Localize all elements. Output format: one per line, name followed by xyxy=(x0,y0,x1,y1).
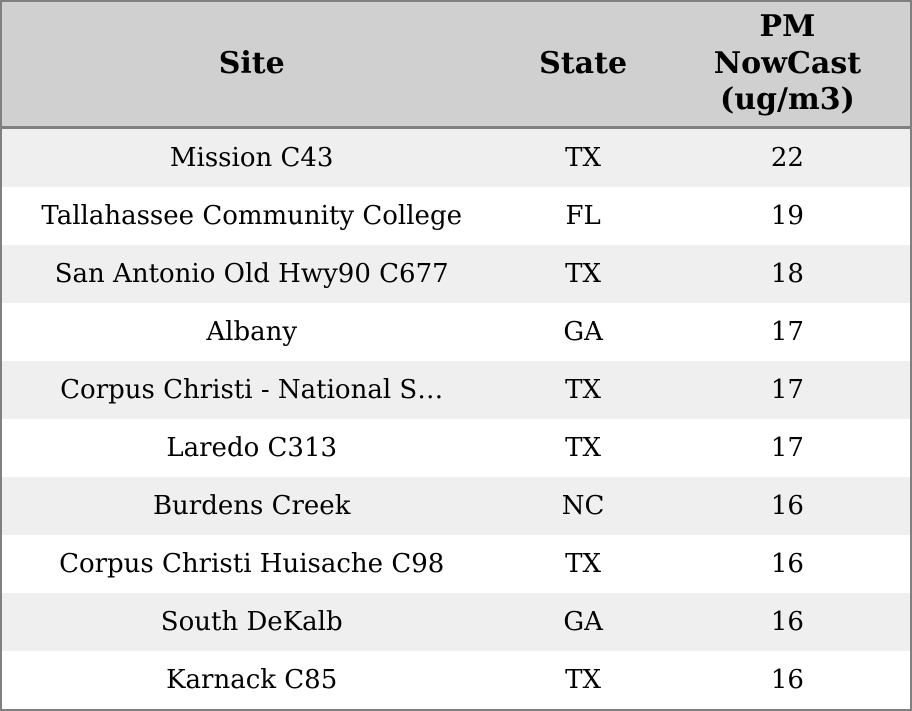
pm-cell: 16 xyxy=(770,665,804,695)
table-row: Corpus Christi - National S… TX 17 xyxy=(2,361,910,419)
table-row: South DeKalb GA 16 xyxy=(2,593,910,651)
table-body: Mission C43 TX 22 Tallahassee Community … xyxy=(2,127,910,709)
pm-cell: 16 xyxy=(770,607,804,637)
state-cell: GA xyxy=(563,317,603,347)
site-cell: Karnack C85 xyxy=(166,665,338,695)
site-cell: San Antonio Old Hwy90 C677 xyxy=(54,259,449,289)
table-row: Laredo C313 TX 17 xyxy=(2,419,910,477)
state-cell: TX xyxy=(565,259,602,289)
site-cell: South DeKalb xyxy=(160,607,343,637)
state-cell: NC xyxy=(561,491,605,521)
site-cell: Corpus Christi - National S… xyxy=(60,375,444,405)
pm-cell: 16 xyxy=(770,491,804,521)
column-header-pm-nowcast: PM NowCast (ug/m3) xyxy=(664,2,910,129)
pm-cell: 16 xyxy=(770,549,804,579)
table-row: Burdens Creek NC 16 xyxy=(2,477,910,535)
state-cell: GA xyxy=(563,607,603,637)
column-header-site: Site xyxy=(2,2,502,129)
pm-cell: 18 xyxy=(770,259,804,289)
table-row: Mission C43 TX 22 xyxy=(2,127,910,187)
state-cell: TX xyxy=(565,143,602,173)
pm-cell: 22 xyxy=(770,143,804,173)
pm-cell: 19 xyxy=(770,201,804,231)
table-row: Albany GA 17 xyxy=(2,303,910,361)
header-row: Site State PM NowCast (ug/m3) xyxy=(2,2,910,129)
table-row: Karnack C85 TX 16 xyxy=(2,651,910,709)
table-row: Tallahassee Community College FL 19 xyxy=(2,187,910,245)
site-cell: Laredo C313 xyxy=(166,433,338,463)
site-cell: Albany xyxy=(206,317,298,347)
site-cell: Tallahassee Community College xyxy=(41,201,462,231)
pm-cell: 17 xyxy=(770,433,804,463)
state-cell: TX xyxy=(565,433,602,463)
state-cell: FL xyxy=(565,201,601,231)
pm-cell: 17 xyxy=(770,317,804,347)
pm-cell: 17 xyxy=(770,375,804,405)
site-cell: Burdens Creek xyxy=(152,491,351,521)
column-header-state: State xyxy=(501,2,665,129)
table-header: Site State PM NowCast (ug/m3) xyxy=(2,2,910,129)
site-cell: Corpus Christi Huisache C98 xyxy=(59,549,445,579)
state-cell: TX xyxy=(565,375,602,405)
state-cell: TX xyxy=(565,665,602,695)
state-cell: TX xyxy=(565,549,602,579)
table-row: San Antonio Old Hwy90 C677 TX 18 xyxy=(2,245,910,303)
table-row: Corpus Christi Huisache C98 TX 16 xyxy=(2,535,910,593)
site-cell: Mission C43 xyxy=(169,143,334,173)
